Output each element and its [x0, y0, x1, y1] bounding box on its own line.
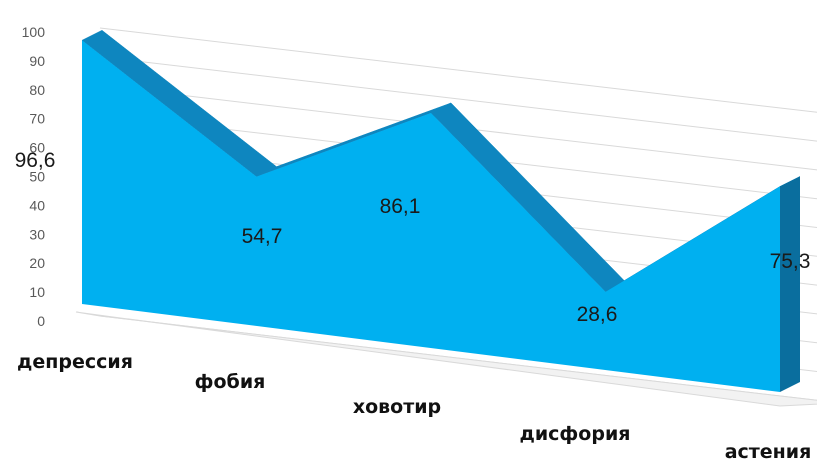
y-tick-label: 30 [29, 226, 45, 242]
data-label: 75,3 [770, 250, 811, 273]
y-tick-label: 80 [29, 82, 45, 98]
area-front-face [82, 40, 780, 392]
y-axis-ticks: 0 10 20 30 40 50 60 70 80 90 100 [22, 24, 46, 329]
category-labels: депрессия фобия ховотир дисфория астения [17, 351, 811, 461]
y-tick-label: 100 [22, 24, 46, 40]
data-label: 54,7 [242, 225, 283, 248]
data-label: 96,6 [15, 149, 56, 172]
category-label: дисфория [520, 423, 631, 445]
data-label: 86,1 [380, 195, 421, 218]
y-tick-label: 40 [29, 197, 45, 213]
area-series [81, 29, 801, 392]
category-label: ховотир [353, 396, 441, 418]
area-end-face [780, 176, 800, 392]
y-tick-label: 60 [29, 140, 45, 156]
floor-plane [75, 311, 817, 407]
y-tick-label: 50 [29, 169, 45, 185]
y-tick-label: 20 [29, 255, 45, 271]
data-label: 28,6 [577, 303, 618, 326]
category-label: депрессия [17, 351, 133, 373]
data-labels: 96,6 54,7 86,1 28,6 75,3 [15, 149, 811, 326]
y-tick-label: 70 [29, 111, 45, 127]
gridline [99, 56, 817, 142]
category-label: астения [725, 441, 812, 461]
category-label: фобия [195, 371, 266, 393]
y-tick-label: 0 [37, 313, 45, 329]
chart-floor [75, 311, 817, 407]
gridline [99, 27, 817, 113]
y-tick-label: 10 [29, 284, 45, 300]
y-tick-label: 90 [29, 53, 45, 69]
